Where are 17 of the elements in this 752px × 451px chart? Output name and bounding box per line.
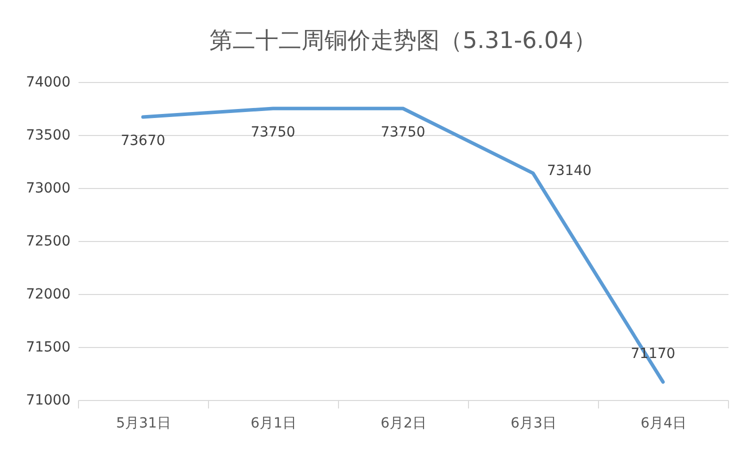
data-label: 73750 (380, 124, 426, 140)
y-tick-label: 73500 (26, 128, 70, 144)
data-label: 73140 (547, 163, 592, 180)
chart-title: 第二十二周铜价走势图（5.31-6.04） (210, 28, 596, 54)
x-tick-label: 6月1日 (250, 416, 296, 432)
x-tick-label: 6月2日 (380, 416, 426, 432)
y-tick-label: 72000 (26, 286, 70, 302)
y-tick-label: 71500 (26, 340, 70, 356)
data-label: 73750 (250, 124, 296, 140)
y-tick-label: 73000 (26, 180, 70, 196)
y-tick-label: 74000 (26, 74, 70, 90)
data-label: 73670 (120, 132, 166, 149)
x-tick-label: 5月31日 (116, 416, 171, 432)
x-tick-label: 6月4日 (640, 416, 686, 432)
y-tick-label: 72500 (26, 234, 70, 250)
x-tick-label: 6月3日 (510, 416, 556, 432)
y-tick-label: 71000 (26, 392, 70, 408)
